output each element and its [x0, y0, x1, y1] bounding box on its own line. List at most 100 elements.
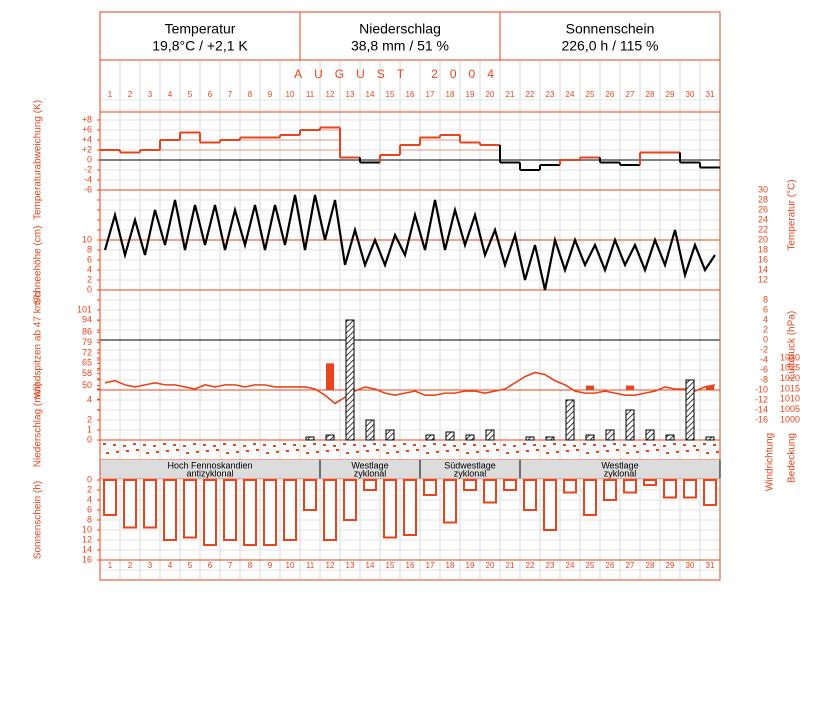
sunshine-bar	[103, 479, 117, 516]
sunshine-bar	[243, 479, 257, 546]
y-tick-label: 28	[758, 194, 768, 204]
sunshine-bar	[383, 479, 397, 539]
regime-sub: zyklonal	[604, 468, 637, 478]
cloud-dot	[636, 451, 639, 453]
y-tick-label: 1020	[780, 373, 800, 383]
precip-bar	[325, 434, 335, 441]
wind-dot	[333, 445, 336, 447]
y-tick-label: +8	[82, 114, 92, 124]
wind-dot	[343, 443, 346, 445]
day-label: 3	[148, 561, 153, 570]
wind-dot	[583, 443, 586, 445]
cloud-dot	[606, 450, 609, 452]
day-label: 30	[686, 561, 695, 570]
cloud-dot	[186, 452, 189, 454]
sunshine-bar	[563, 479, 577, 494]
sunshine-bar	[363, 479, 377, 491]
cloud-dot	[196, 451, 199, 453]
precip-bar	[425, 434, 435, 441]
cloud-dot	[396, 451, 399, 453]
cloud-dot	[436, 451, 439, 453]
cloud-dot	[476, 451, 479, 453]
cloud-dot	[416, 449, 419, 451]
day-label: 10	[286, 90, 295, 99]
sunshine-bar	[343, 479, 357, 521]
day-label: 24	[566, 90, 575, 99]
y-tick-label: 1025	[780, 363, 800, 373]
y-tick-label: 4	[87, 264, 92, 274]
gust-bar	[586, 385, 594, 390]
cloud-dot	[376, 449, 379, 451]
wind-dot	[653, 444, 656, 446]
wind-dot	[533, 444, 536, 446]
wind-dot	[393, 445, 396, 447]
cloud-dot	[646, 450, 649, 452]
cloud-dot	[106, 452, 109, 454]
day-label: 11	[306, 561, 315, 570]
day-label: 10	[286, 561, 295, 570]
y-tick-label: 1000	[780, 414, 800, 424]
cloud-dot	[236, 451, 239, 453]
header-value: 38,8 mm / 51 %	[351, 38, 449, 54]
y-tick-label: 1030	[780, 352, 800, 362]
regime-sub: antizyklonal	[186, 468, 233, 478]
y-tick-label: -4	[84, 174, 92, 184]
y-tick-label: 16	[82, 554, 92, 564]
day-label: 9	[268, 561, 273, 570]
wind-dot	[553, 443, 556, 445]
sunshine-bar	[183, 479, 197, 539]
day-label: 6	[208, 561, 213, 570]
y-tick-label: 4	[763, 314, 768, 324]
wind-dot	[153, 445, 156, 447]
y-tick-label: +6	[82, 124, 92, 134]
y-tick-label: 1005	[780, 404, 800, 414]
cloud-dot	[206, 450, 209, 452]
day-label: 12	[326, 561, 335, 570]
y-tick-label: -6	[84, 184, 92, 194]
cloud-dot	[286, 450, 289, 452]
cloud-dot	[176, 449, 179, 451]
cloud-dot	[706, 452, 709, 454]
regime-sub: zyklonal	[354, 468, 387, 478]
wind-dot	[293, 444, 296, 446]
y-tick-label: 94	[82, 315, 92, 325]
cloud-dot	[456, 449, 459, 451]
wind-dot	[403, 443, 406, 445]
precip-bar	[565, 399, 575, 441]
day-label: 26	[606, 90, 615, 99]
y-tick-label: 8	[87, 244, 92, 254]
wind-dot	[213, 445, 216, 447]
day-label: 21	[506, 90, 515, 99]
cloud-dot	[566, 450, 569, 452]
wind-dot	[563, 444, 566, 446]
y-tick-label: 6	[763, 304, 768, 314]
y-tick-label: +4	[82, 134, 92, 144]
cloud-dot	[576, 449, 579, 451]
day-label: 17	[426, 90, 435, 99]
day-label: 21	[506, 561, 515, 570]
y-tick-label: -6	[760, 364, 768, 374]
y-tick-label: 20	[758, 234, 768, 244]
day-label: 2	[128, 561, 133, 570]
cloud-dot	[276, 451, 279, 453]
day-label: 26	[606, 561, 615, 570]
sunshine-bar	[603, 479, 617, 501]
y-tick-label: 0	[87, 154, 92, 164]
day-label: 15	[386, 90, 395, 99]
cloud-dot	[446, 450, 449, 452]
cloud-dot	[166, 450, 169, 452]
pressure-line	[104, 371, 716, 405]
cloud-dot	[676, 451, 679, 453]
precip-bar	[305, 436, 315, 441]
y-tick-label: 72	[82, 347, 92, 357]
sunshine-bar	[263, 479, 277, 546]
axis-label: Windspitzen ab 47 km/h	[33, 292, 44, 399]
cloud-dot	[146, 452, 149, 454]
cloud-dot	[246, 450, 249, 452]
wind-dot	[453, 445, 456, 447]
day-label: 8	[248, 561, 253, 570]
y-tick-label: 26	[758, 204, 768, 214]
sunshine-bar	[283, 479, 297, 541]
y-tick-label: +2	[82, 144, 92, 154]
precip-bar	[605, 429, 615, 441]
